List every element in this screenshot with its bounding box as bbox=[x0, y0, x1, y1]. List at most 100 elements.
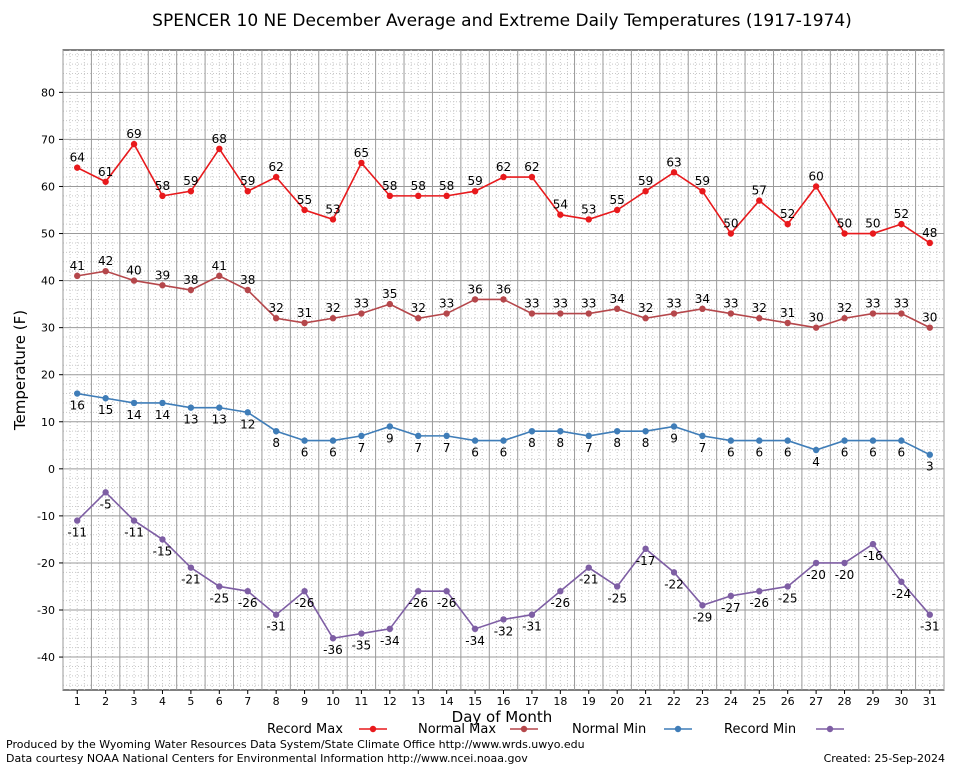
data-label: -21 bbox=[579, 573, 599, 587]
data-point bbox=[926, 324, 933, 331]
data-point bbox=[329, 315, 337, 322]
data-point bbox=[869, 230, 877, 237]
data-point bbox=[130, 277, 138, 284]
data-point bbox=[187, 187, 195, 195]
data-point bbox=[670, 310, 678, 317]
data-label: 32 bbox=[638, 301, 653, 315]
data-point bbox=[301, 437, 308, 444]
y-tick-label: -20 bbox=[37, 557, 55, 570]
data-label: 41 bbox=[70, 259, 85, 273]
legend-label: Normal Min bbox=[572, 722, 646, 737]
data-point bbox=[471, 296, 479, 303]
data-point bbox=[272, 315, 280, 322]
data-point bbox=[244, 409, 251, 416]
data-point bbox=[670, 423, 678, 430]
data-label: -34 bbox=[465, 634, 485, 648]
legend-swatch-marker bbox=[826, 725, 834, 733]
data-point bbox=[130, 399, 138, 407]
x-tick-label: 27 bbox=[809, 695, 823, 708]
data-label: 8 bbox=[272, 436, 280, 450]
data-label: 7 bbox=[585, 441, 593, 455]
data-label: 39 bbox=[155, 268, 170, 282]
data-point bbox=[130, 517, 138, 524]
data-label: 35 bbox=[382, 287, 397, 301]
data-label: 32 bbox=[325, 301, 340, 315]
data-label: 57 bbox=[752, 184, 767, 198]
data-label: 33 bbox=[666, 297, 681, 311]
data-label: 59 bbox=[695, 174, 710, 188]
data-point bbox=[841, 230, 848, 237]
data-label: 52 bbox=[780, 207, 795, 221]
data-point bbox=[557, 427, 564, 435]
data-point bbox=[898, 310, 905, 317]
data-point bbox=[500, 173, 507, 181]
data-label: -26 bbox=[238, 596, 258, 610]
data-label: -20 bbox=[806, 568, 826, 582]
data-point bbox=[329, 437, 337, 444]
data-point bbox=[500, 437, 507, 444]
legend-swatch-marker bbox=[674, 725, 682, 733]
x-axis-ticks: 1 2 3 4 5 6 7 8 9 10 11 12 13 14 15 16 17 18 19 20 21 22 23 24 2… bbox=[74, 690, 937, 708]
x-tick-label: 2 bbox=[102, 695, 109, 708]
data-point bbox=[557, 587, 564, 595]
data-point bbox=[272, 611, 280, 618]
data-point bbox=[585, 564, 592, 571]
data-point bbox=[358, 310, 365, 317]
footer-created-date: Created: 25-Sep-2024 bbox=[824, 752, 945, 765]
data-point bbox=[471, 625, 479, 633]
data-point bbox=[613, 583, 621, 590]
data-label: 36 bbox=[496, 282, 511, 296]
data-point bbox=[528, 427, 536, 435]
data-point bbox=[386, 300, 394, 308]
y-tick-label: 50 bbox=[41, 228, 55, 241]
data-point bbox=[812, 183, 820, 190]
data-point bbox=[841, 437, 848, 444]
data-point bbox=[216, 145, 223, 153]
data-point bbox=[642, 315, 649, 322]
data-label: 6 bbox=[784, 446, 792, 460]
data-label: -29 bbox=[693, 610, 713, 624]
data-label: 6 bbox=[500, 446, 508, 460]
data-label: -5 bbox=[100, 497, 112, 511]
data-label: 6 bbox=[727, 446, 735, 460]
footer-produced-by: Produced by the Wyoming Water Resources … bbox=[6, 738, 585, 751]
data-point bbox=[642, 545, 649, 553]
x-tick-label: 28 bbox=[838, 695, 852, 708]
data-label: 58 bbox=[382, 179, 397, 193]
data-point bbox=[812, 446, 820, 454]
series-record-max: 64 61 69 58 59 68 59 62 55 53 65 58 58 58 59 62 62 54 53 55… bbox=[70, 127, 937, 247]
series-record-min: -11 -5 -11 -15 -21 -25 -26 -31 -26 -36 -35 -34 -26 -2… bbox=[67, 489, 940, 657]
x-tick-label: 12 bbox=[383, 695, 397, 708]
data-point bbox=[670, 169, 678, 176]
data-point bbox=[130, 140, 138, 148]
x-tick-label: 25 bbox=[752, 695, 766, 708]
data-point bbox=[898, 578, 905, 585]
data-point bbox=[613, 305, 621, 313]
y-axis-label: Temperature (F) bbox=[11, 310, 29, 431]
data-label: 32 bbox=[269, 301, 284, 315]
data-point bbox=[869, 310, 877, 317]
data-point bbox=[727, 592, 735, 600]
data-point bbox=[301, 319, 308, 327]
data-point bbox=[471, 187, 479, 195]
x-tick-label: 22 bbox=[667, 695, 681, 708]
data-label: 8 bbox=[528, 436, 536, 450]
data-label: 3 bbox=[926, 460, 934, 474]
legend-item-normal-max: Normal Max bbox=[418, 722, 538, 737]
data-label: 8 bbox=[642, 436, 650, 450]
data-label: 33 bbox=[439, 297, 454, 311]
data-label: 59 bbox=[467, 174, 482, 188]
data-label: -25 bbox=[210, 591, 230, 605]
data-label: 30 bbox=[808, 311, 823, 325]
data-point bbox=[898, 220, 905, 228]
data-label: 33 bbox=[524, 297, 539, 311]
data-label: 50 bbox=[865, 217, 880, 231]
data-label: 6 bbox=[301, 446, 309, 460]
data-point bbox=[272, 173, 280, 181]
data-point bbox=[415, 315, 422, 322]
data-label: 9 bbox=[386, 431, 394, 445]
data-label: 41 bbox=[212, 259, 227, 273]
data-point bbox=[841, 559, 848, 567]
data-point bbox=[443, 310, 450, 317]
